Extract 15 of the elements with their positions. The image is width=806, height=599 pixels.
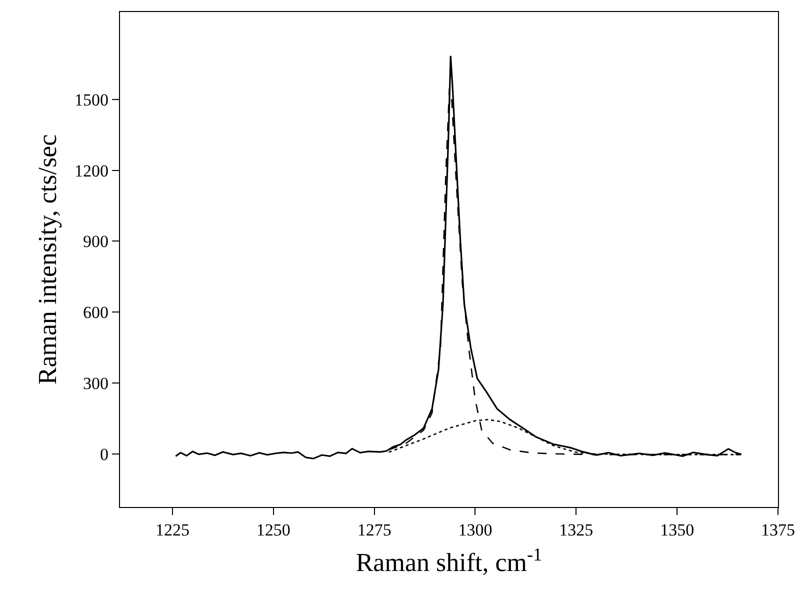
- y-tick-label: 0: [100, 444, 108, 464]
- x-tick-label: 1300: [458, 520, 492, 540]
- x-tick-label: 1225: [155, 520, 190, 540]
- y-tick-label: 1200: [74, 161, 108, 180]
- x-tick-label: 1375: [761, 520, 795, 540]
- x-axis-title: Raman shift, cm$^{-1}$: [356, 544, 542, 578]
- x-tick-label: 1350: [660, 520, 694, 540]
- x-tick-label: 1275: [357, 520, 392, 540]
- y-axis-title: Raman intensity, cts/sec: [32, 134, 62, 385]
- y-tick-label: 900: [83, 232, 108, 252]
- x-tick-label: 1250: [256, 520, 290, 540]
- y-tick-label: 600: [83, 303, 108, 322]
- x-tick-label: 1325: [559, 520, 594, 540]
- y-tick-label: 1500: [74, 90, 108, 110]
- y-tick-label: 300: [83, 374, 108, 393]
